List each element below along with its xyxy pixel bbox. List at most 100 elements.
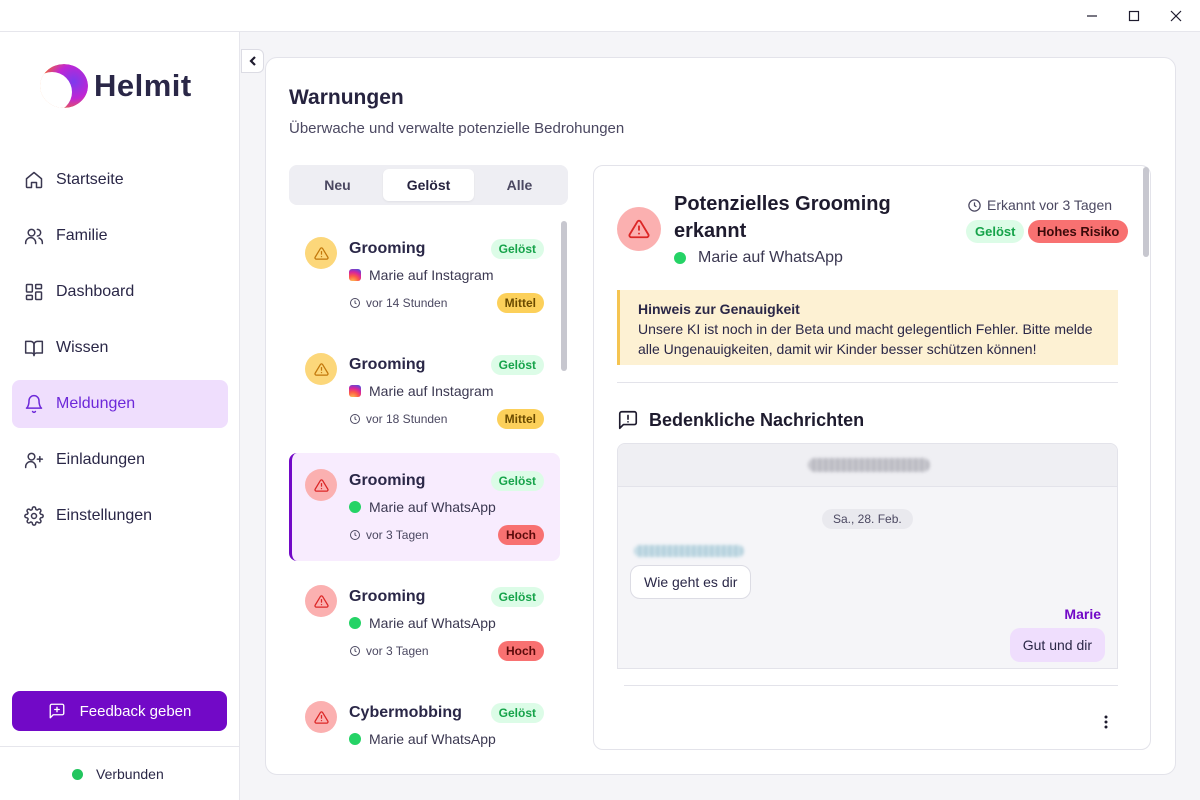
sidebar-nav: Startseite Familie Dashboard Wissen Meld…: [12, 156, 228, 548]
tab-neu[interactable]: Neu: [324, 177, 351, 193]
status-badge: Gelöst: [490, 703, 544, 723]
detail-risk-badge: Hohes Risiko: [1028, 220, 1129, 243]
alert-title: Grooming: [349, 588, 426, 605]
maximize-button[interactable]: [1111, 0, 1157, 32]
alert-title: Cybermobbing: [349, 704, 462, 721]
feedback-button[interactable]: Feedback geben: [12, 691, 227, 731]
sidebar-item-label: Wissen: [56, 339, 109, 356]
app-logo[interactable]: Helmit: [40, 64, 192, 108]
alert-title: Grooming: [349, 472, 426, 489]
severity-badge: Mittel: [496, 293, 544, 313]
close-button[interactable]: [1153, 0, 1199, 32]
alert-source-label: Marie auf WhatsApp: [369, 615, 496, 631]
outgoing-message: Gut und dir: [1009, 628, 1105, 662]
detail-level-badge: [617, 207, 661, 251]
alert-item[interactable]: Grooming Gelöst Marie auf Instagram vor …: [289, 221, 560, 329]
incoming-message: Wie geht es dir: [630, 565, 752, 599]
page-subtitle: Überwache und verwalte potenzielle Bedro…: [289, 120, 625, 137]
tab-alle[interactable]: Alle: [506, 177, 533, 193]
alert-title: Grooming: [349, 240, 426, 257]
blurred-contact-name: [808, 458, 930, 472]
detail-source: Marie auf WhatsApp: [674, 249, 843, 267]
logo-mark-icon: [40, 64, 88, 108]
users-icon: [24, 228, 44, 245]
status-badge: Gelöst: [490, 587, 544, 607]
sidebar-item-meldungen[interactable]: Meldungen: [12, 380, 228, 428]
warning-triangle-icon: [313, 362, 329, 376]
alert-time: vor 3 Tagen: [349, 528, 429, 542]
alert-source-label: Marie auf WhatsApp: [369, 499, 496, 515]
alert-level-badge: [305, 237, 337, 269]
tab-geloest[interactable]: Gelöst: [383, 169, 474, 201]
alert-source: Marie auf WhatsApp: [349, 499, 496, 515]
bell-icon: [25, 394, 43, 414]
more-options-button[interactable]: [1096, 710, 1116, 734]
whatsapp-icon: [349, 617, 361, 629]
feedback-label: Feedback geben: [79, 702, 192, 720]
minimize-icon: [1087, 15, 1097, 17]
blurred-sender-name: [634, 545, 744, 557]
status-label: Verbunden: [96, 766, 164, 782]
accuracy-notice: Hinweis zur Genauigkeit Unsere KI ist no…: [617, 290, 1118, 365]
outgoing-sender-name: Marie: [1064, 606, 1101, 622]
app-name: Helmit: [94, 68, 192, 103]
alert-list: Grooming Gelöst Marie auf Instagram vor …: [289, 221, 560, 769]
minimize-button[interactable]: [1069, 0, 1115, 32]
message-plus-icon: [49, 703, 65, 719]
alert-source: Marie auf Instagram: [349, 383, 494, 399]
alert-time-label: vor 3 Tagen: [366, 644, 429, 658]
clock-icon: [350, 298, 360, 308]
sidebar-item-dashboard[interactable]: Dashboard: [12, 268, 228, 316]
alert-item[interactable]: Grooming Gelöst Marie auf WhatsApp vor 3…: [289, 569, 560, 677]
alert-source: Marie auf Instagram: [349, 267, 494, 283]
warning-triangle-icon: [628, 219, 650, 239]
alert-source: Marie auf WhatsApp: [349, 731, 496, 747]
whatsapp-icon: [349, 501, 361, 513]
whatsapp-icon: [349, 733, 361, 745]
alert-item-selected[interactable]: Grooming Gelöst Marie auf WhatsApp vor 3…: [289, 453, 560, 561]
alert-item[interactable]: Cybermobbing Gelöst Marie auf WhatsApp: [289, 685, 560, 769]
alert-time-label: vor 3 Tagen: [366, 528, 429, 542]
sidebar: Helmit Startseite Familie Dashboard Wiss…: [0, 32, 240, 800]
detail-divider: [617, 382, 1118, 383]
alert-list-scrollbar[interactable]: [561, 221, 567, 371]
warning-triangle-icon: [313, 594, 329, 608]
sidebar-item-einladungen[interactable]: Einladungen: [12, 436, 228, 484]
chevron-left-icon: [248, 56, 256, 66]
collapse-sidebar-button[interactable]: [241, 49, 264, 73]
dashboard-icon: [25, 283, 43, 301]
alert-source-label: Marie auf Instagram: [369, 267, 494, 283]
sidebar-item-startseite[interactable]: Startseite: [12, 156, 228, 204]
sidebar-item-familie[interactable]: Familie: [12, 212, 228, 260]
alert-title: Grooming: [349, 356, 426, 373]
alert-source-label: Marie auf Instagram: [369, 383, 494, 399]
alert-time: vor 14 Stunden: [349, 296, 447, 310]
detail-detected-time: Erkannt vor 3 Tagen: [967, 197, 1112, 213]
alert-level-badge: [305, 353, 337, 385]
status-badge: Gelöst: [490, 471, 544, 491]
home-icon: [25, 171, 43, 189]
notice-text: Unsere KI ist noch in der Beta und macht…: [638, 321, 1093, 357]
clock-icon: [350, 646, 360, 656]
user-plus-icon: [24, 452, 44, 469]
window-titlebar: [0, 0, 1200, 32]
detail-divider: [624, 685, 1118, 686]
sidebar-item-wissen[interactable]: Wissen: [12, 324, 228, 372]
maximize-icon: [1128, 10, 1140, 22]
alert-item[interactable]: Grooming Gelöst Marie auf Instagram vor …: [289, 337, 560, 445]
filter-tabs: Neu Gelöst Alle: [289, 165, 568, 205]
alert-source-label: Marie auf WhatsApp: [369, 731, 496, 747]
alert-time: vor 3 Tagen: [349, 644, 429, 658]
sidebar-item-label: Einladungen: [56, 451, 145, 468]
sidebar-item-einstellungen[interactable]: Einstellungen: [12, 492, 228, 540]
message-alert-icon: [618, 410, 638, 430]
alert-level-badge: [305, 701, 337, 733]
alert-level-badge: [305, 585, 337, 617]
detail-detected-label: Erkannt vor 3 Tagen: [987, 197, 1113, 213]
detail-scrollbar[interactable]: [1143, 167, 1149, 257]
whatsapp-icon: [674, 252, 686, 264]
instagram-icon: [349, 269, 361, 281]
status-badge: Gelöst: [490, 239, 544, 259]
alert-time: vor 18 Stunden: [349, 412, 447, 426]
severity-badge: Hoch: [498, 641, 544, 661]
